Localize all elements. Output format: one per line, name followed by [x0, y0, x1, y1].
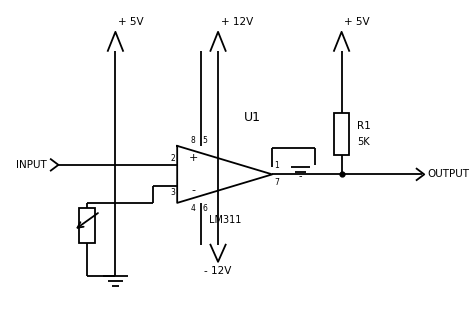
Bar: [79, 208, 94, 243]
Text: -: -: [299, 171, 302, 181]
Text: 5K: 5K: [357, 136, 369, 147]
Text: + 12V: + 12V: [221, 17, 253, 27]
Text: INPUT: INPUT: [16, 160, 47, 170]
Bar: [334, 112, 349, 155]
Text: 6: 6: [203, 204, 208, 213]
Text: -: -: [191, 186, 195, 196]
Text: 7: 7: [274, 178, 279, 188]
Text: 4: 4: [191, 204, 195, 213]
Text: 8: 8: [191, 136, 195, 145]
Text: U1: U1: [244, 111, 261, 124]
Text: +: +: [189, 153, 198, 163]
Text: 2: 2: [171, 154, 175, 163]
Text: 3: 3: [171, 188, 175, 197]
Text: - 12V: - 12V: [204, 266, 232, 276]
Text: 1: 1: [274, 161, 279, 170]
Text: 5: 5: [203, 136, 208, 145]
Text: OUTPUT: OUTPUT: [427, 169, 469, 179]
Text: + 5V: + 5V: [118, 17, 144, 27]
Text: LM311: LM311: [209, 215, 241, 225]
Text: + 5V: + 5V: [345, 17, 370, 27]
Text: R1: R1: [357, 122, 371, 131]
